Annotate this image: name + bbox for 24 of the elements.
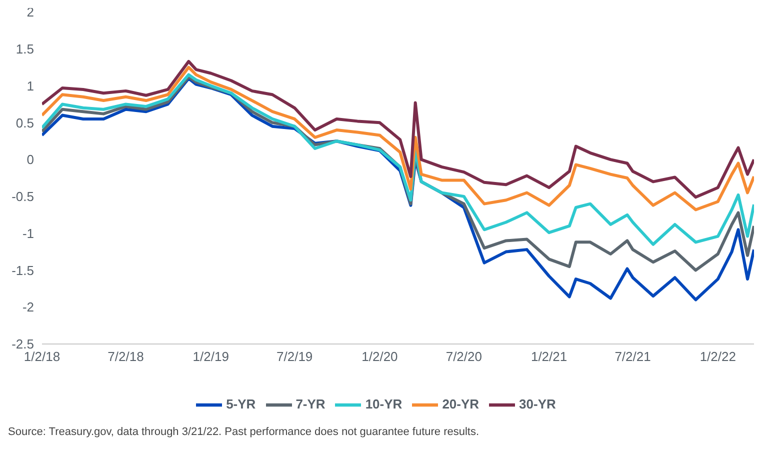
legend-label: 7-YR bbox=[296, 396, 326, 412]
x-tick-label: 1/2/18 bbox=[24, 349, 60, 364]
x-tick-label: 1/2/20 bbox=[362, 349, 398, 364]
x-tick-label: 7/2/21 bbox=[614, 349, 651, 364]
source-note: Source: Treasury.gov, data through 3/21/22. Past performance does not guarantee future results. bbox=[8, 426, 480, 438]
x-tick-label: 1/2/21 bbox=[530, 349, 568, 364]
y-tick-label: -2.5 bbox=[12, 336, 34, 352]
y-tick-label: -2 bbox=[22, 300, 34, 315]
x-tick-label: 1/2/22 bbox=[700, 349, 736, 364]
x-tick-label: 7/2/18 bbox=[108, 349, 144, 364]
x-tick-label: 7/2/19 bbox=[276, 349, 313, 364]
y-tick-label: -1.5 bbox=[12, 262, 34, 278]
legend-label: 10-YR bbox=[365, 396, 402, 412]
y-tick-label: 1.5 bbox=[16, 42, 34, 57]
y-tick-label: -1 bbox=[22, 226, 34, 241]
y-tick-label: -0.5 bbox=[12, 189, 34, 204]
x-tick-label: 7/2/20 bbox=[446, 349, 482, 364]
y-tick-label: 0 bbox=[26, 152, 34, 168]
legend-label: 20-YR bbox=[442, 396, 480, 412]
y-tick-label: 0.5 bbox=[16, 115, 34, 130]
x-tick-label: 1/2/19 bbox=[192, 349, 229, 364]
y-tick-label: 1 bbox=[26, 78, 34, 94]
legend-label: 30-YR bbox=[519, 396, 556, 412]
legend-label: 5-YR bbox=[226, 396, 256, 412]
